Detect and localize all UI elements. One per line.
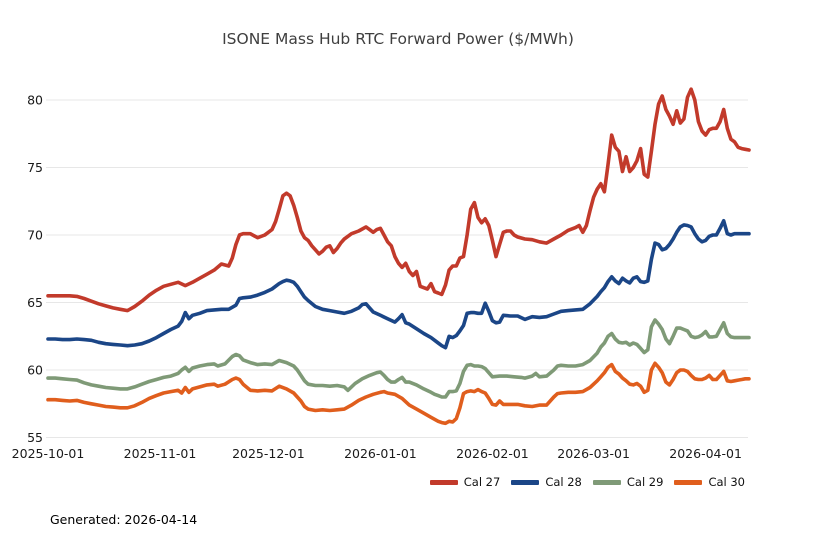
- y-tick-label-55: 55: [27, 430, 43, 445]
- y-tick-label-75: 75: [27, 160, 43, 175]
- y-tick-label-65: 65: [27, 295, 43, 310]
- series-line-cal-29: [46, 318, 751, 399]
- generated-timestamp: Generated: 2026-04-14: [50, 512, 198, 527]
- series-line-cal-28: [46, 219, 751, 350]
- legend-label-cal-27: Cal 27: [463, 475, 501, 489]
- legend-item-cal-27: Cal 27: [429, 475, 501, 489]
- x-tick-label-2026-03-01: 2026-03-01: [557, 446, 630, 461]
- x-tick-label-2026-02-01: 2026-02-01: [456, 446, 529, 461]
- legend-item-cal-30: Cal 30: [674, 475, 745, 489]
- legend-swatch-cal-29: [592, 479, 621, 485]
- chart-title: ISONE Mass Hub RTC Forward Power ($/MWh): [222, 30, 574, 48]
- x-tick-label-2025-11-01: 2025-11-01: [124, 446, 197, 461]
- series-line-cal-27: [46, 87, 751, 313]
- legend: Cal 27 Cal 28 Cal 29 Cal 30: [429, 475, 745, 489]
- x-tick-label-2026-01-01: 2026-01-01: [344, 446, 417, 461]
- x-tick-label-2025-12-01: 2025-12-01: [232, 446, 305, 461]
- legend-label-cal-28: Cal 28: [545, 475, 582, 489]
- legend-swatch-cal-28: [511, 479, 540, 485]
- legend-item-cal-29: Cal 29: [592, 475, 664, 489]
- series-line-cal-30: [46, 361, 751, 426]
- legend-label-cal-29: Cal 29: [626, 475, 664, 489]
- legend-item-cal-28: Cal 28: [511, 475, 582, 489]
- x-tick-label-2026-04-01: 2026-04-01: [669, 446, 742, 461]
- legend-label-cal-30: Cal 30: [708, 475, 745, 489]
- y-tick-label-70: 70: [27, 228, 43, 243]
- x-tick-label-2025-10-01: 2025-10-01: [12, 446, 85, 461]
- y-tick-label-80: 80: [27, 93, 43, 108]
- y-tick-label-60: 60: [27, 363, 43, 378]
- legend-swatch-cal-30: [674, 479, 703, 485]
- legend-swatch-cal-27: [429, 479, 458, 485]
